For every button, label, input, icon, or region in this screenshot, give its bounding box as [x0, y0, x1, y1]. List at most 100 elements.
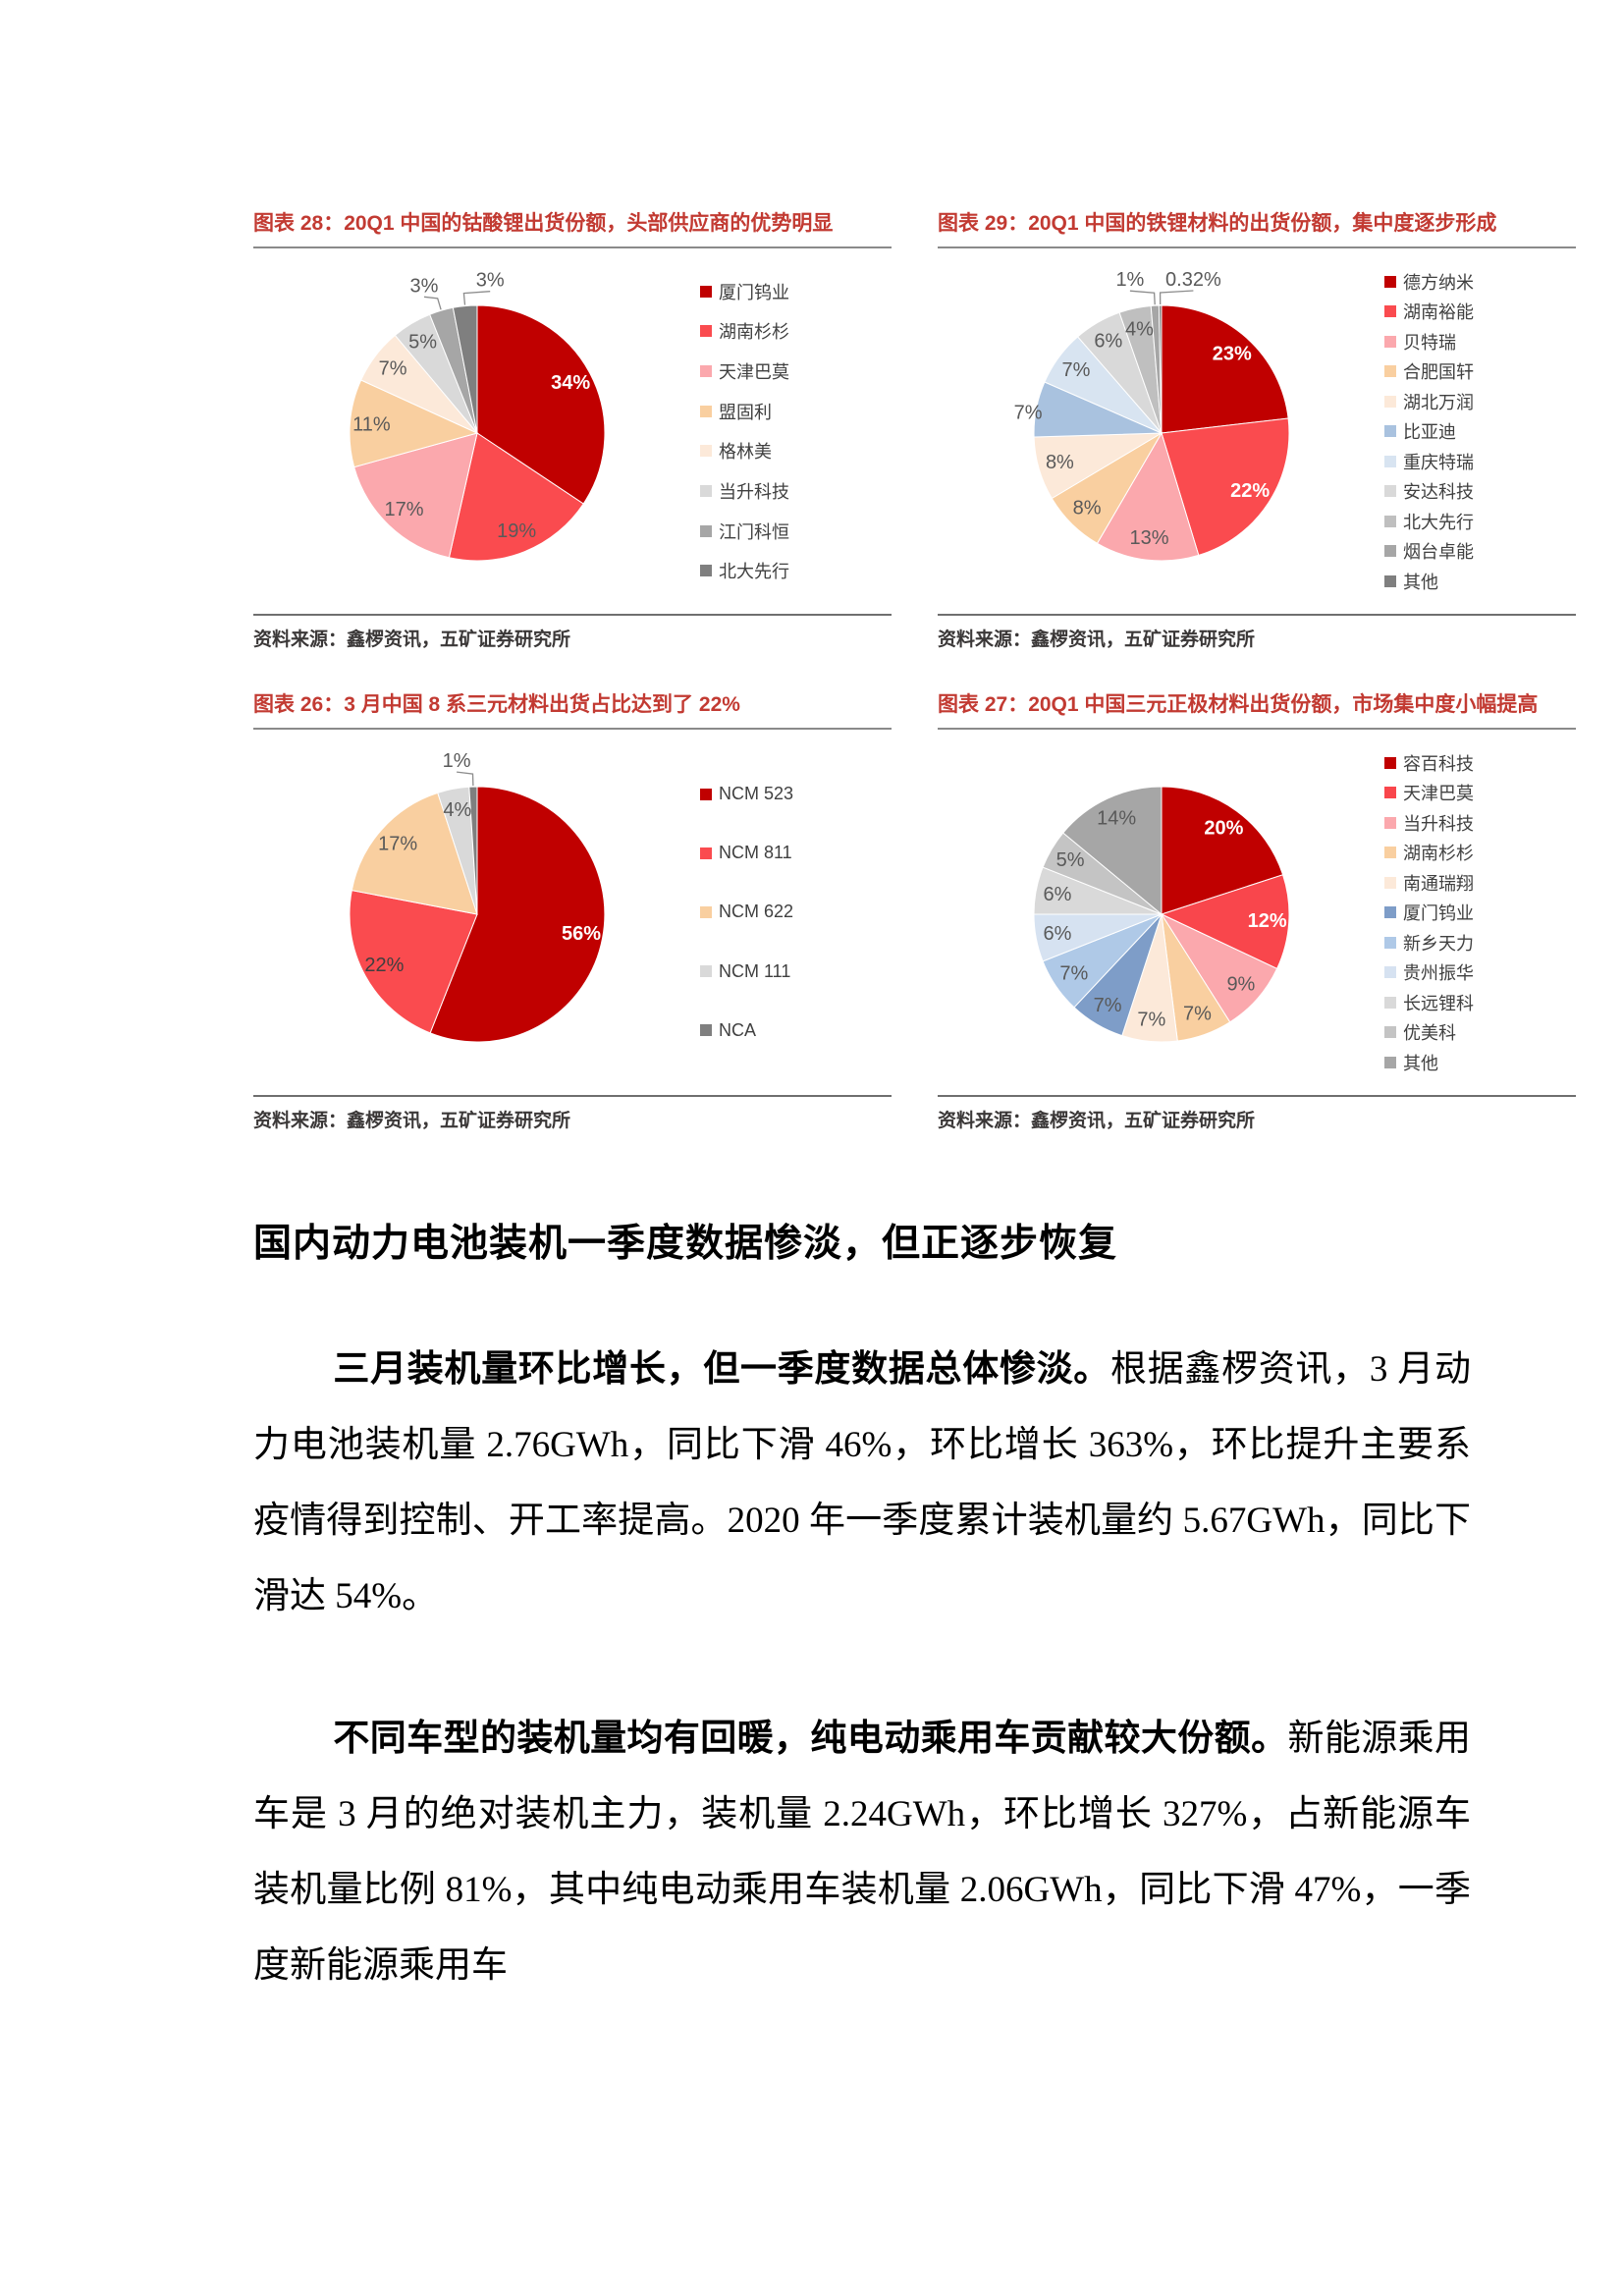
legend-label: 贵州振华: [1403, 963, 1474, 983]
legend-swatch-icon: [1384, 574, 1396, 587]
legend-item: 长远锂科: [1384, 990, 1576, 1015]
pie-slice-label: 7%: [1062, 359, 1091, 381]
figure-29-pie-chart: 23% 22% 13% 8% 8% 7% 7% 6% 4% 1% 0.32% 德方纳米 湖南裕能 贝特瑞…: [938, 248, 1576, 614]
pie-slice-label: 5%: [408, 331, 437, 353]
figure-29-source: 资料来源：鑫椤资讯，五矿证券研究所: [938, 614, 1576, 651]
legend-swatch-icon: [1384, 1056, 1396, 1068]
legend-item: 贝特瑞: [1384, 329, 1576, 355]
legend-swatch-icon: [700, 788, 712, 800]
legend-swatch-icon: [700, 445, 712, 458]
legend-label: 合肥国轩: [1403, 362, 1474, 382]
legend-label: NCM 622: [719, 902, 794, 922]
legend-label: 德方纳米: [1403, 272, 1474, 293]
figure-27-block: 图表 27：20Q1 中国三元正极材料出货份额，市场集中度小幅提高 20% 12%…: [938, 692, 1576, 1132]
legend-swatch-icon: [700, 847, 712, 859]
legend-label: 优美科: [1403, 1023, 1456, 1043]
legend-item: 格林美: [700, 438, 892, 464]
pie-slice-label: 20%: [1204, 818, 1243, 840]
legend-item: 烟台卓能: [1384, 538, 1576, 564]
label-leader-line: [457, 771, 474, 787]
legend-item: 北大先行: [1384, 509, 1576, 534]
legend-swatch-icon: [1384, 275, 1396, 288]
legend-label: 格林美: [719, 442, 772, 463]
pie-slice-label: 4%: [1125, 319, 1154, 341]
pie-slice-label: 7%: [1183, 1004, 1212, 1025]
legend-label: 湖南裕能: [1403, 302, 1474, 322]
pie-svg: 20% 12% 9% 7% 7% 7% 7% 6% 6% 5% 14%: [1033, 786, 1290, 1043]
legend-swatch-icon: [1384, 305, 1396, 317]
figure-26-pie-chart: 56% 22% 17% 4% 1% NCM 523 NCM 811 NCM 622 NCM 1…: [253, 730, 892, 1095]
legend-label: 比亚迪: [1403, 422, 1456, 442]
legend-swatch-icon: [700, 565, 712, 577]
pie-slice: [448, 432, 584, 562]
legend-label: NCM 111: [719, 960, 791, 981]
legend-swatch-icon: [1384, 455, 1396, 467]
legend-swatch-icon: [1384, 425, 1396, 437]
legend-label: 天津巴莫: [719, 361, 789, 382]
legend-label: 新乡天力: [1403, 933, 1474, 954]
legend-label: 重庆特瑞: [1403, 452, 1474, 472]
figure-27-title: 图表 27：20Q1 中国三元正极材料出货份额，市场集中度小幅提高: [938, 692, 1576, 730]
pie-slice-label: 13%: [1129, 527, 1168, 549]
legend-swatch-icon: [1384, 485, 1396, 497]
legend-swatch-icon: [1384, 1026, 1396, 1038]
legend-label: 其他: [1403, 1053, 1438, 1073]
legend-swatch-icon: [1384, 876, 1396, 889]
pie-slice: [1161, 417, 1290, 557]
pie-slice-label: 4%: [443, 799, 471, 821]
legend-item: 重庆特瑞: [1384, 449, 1576, 474]
legend-item: 天津巴莫: [700, 358, 892, 384]
label-leader-line: [423, 296, 442, 310]
pie-slice-label: 3%: [476, 270, 505, 292]
legend-label: 烟台卓能: [1403, 542, 1474, 562]
figure-27-source: 资料来源：鑫椤资讯，五矿证券研究所: [938, 1095, 1576, 1132]
legend-item: NCM 811: [700, 843, 892, 863]
pie-svg: 23%22%13%8%8%7%7%6%4%1% 0.32%: [1014, 269, 1290, 562]
figure-29-block: 图表 29：20Q1 中国的铁锂材料的出货份额，集中度逐步形成 23% 22% 13…: [938, 211, 1576, 651]
pie-slice-label: 7%: [379, 358, 407, 380]
pie-svg: 34% 19% 17% 11% 7%5% 3% 3%: [349, 270, 606, 562]
figure-29-legend: 德方纳米 湖南裕能 贝特瑞 合肥国轩 湖北万润 比亚迪 重庆特瑞 安达科技 北大先行 烟台卓能 其他: [1384, 248, 1576, 614]
pie-slice-label: 8%: [1073, 498, 1102, 519]
pie-slice: [349, 379, 479, 468]
legend-label: 天津巴莫: [1403, 784, 1474, 803]
legend-swatch-icon: [700, 405, 712, 417]
pie-slice: [1158, 304, 1163, 434]
pie-slice: [353, 432, 478, 559]
body-paragraph: 不同车型的装机量均有回暖，纯电动乘用车贡献较大份额。新能源乘用车是 3 月的绝对…: [253, 1701, 1471, 2003]
legend-swatch-icon: [700, 524, 712, 537]
pie-slice-label: 17%: [378, 834, 417, 855]
pie-slice: [452, 304, 478, 434]
paragraph-text: 新能源乘用车是 3 月的绝对装机主力，装机量 2.24GWh，环比增长 327%…: [253, 1719, 1472, 1986]
legend-swatch-icon: [1384, 756, 1396, 769]
legend-item: 比亚迪: [1384, 418, 1576, 444]
legend-swatch-icon: [1384, 545, 1396, 557]
paragraph-lead: 不同车型的装机量均有回暖，纯电动乘用车贡献较大份额。: [333, 1719, 1288, 1759]
legend-item: NCM 622: [700, 902, 892, 922]
legend-swatch-icon: [700, 1024, 712, 1037]
pie-slice-label: 3%: [410, 275, 439, 297]
charts-grid: 图表 28：20Q1 中国的钴酸锂出货份额，头部供应商的优势明显 34% 19% 1…: [253, 211, 1579, 1132]
legend-label: 当升科技: [719, 481, 789, 502]
pie-slice-label: 14%: [1097, 807, 1136, 829]
figure-26-legend: NCM 523 NCM 811 NCM 622 NCM 111 NCA: [700, 730, 892, 1095]
legend-swatch-icon: [700, 905, 712, 918]
pie-svg: 56% 22% 17% 4% 1%: [349, 750, 606, 1043]
legend-label: 江门科恒: [719, 521, 789, 542]
legend-swatch-icon: [1384, 787, 1396, 798]
legend-label: 湖南杉杉: [1403, 844, 1474, 863]
legend-label: 厦门钨业: [719, 282, 789, 302]
pie-slice: [351, 792, 478, 915]
figure-26-source: 资料来源：鑫椤资讯，五矿证券研究所: [253, 1095, 892, 1132]
legend-label: 安达科技: [1403, 482, 1474, 502]
pie-slice-label: 6%: [1044, 884, 1072, 905]
pie-slice-label: 12%: [1248, 910, 1287, 932]
legend-item: 德方纳米: [1384, 269, 1576, 295]
legend-label: 当升科技: [1403, 813, 1474, 834]
legend-label: NCM 523: [719, 784, 794, 804]
legend-item: 优美科: [1384, 1019, 1576, 1045]
pie-slice: [1062, 786, 1163, 916]
legend-item: 当升科技: [1384, 810, 1576, 836]
pie-slice-label: 7%: [1094, 995, 1122, 1016]
legend-item: 湖北万润: [1384, 389, 1576, 414]
